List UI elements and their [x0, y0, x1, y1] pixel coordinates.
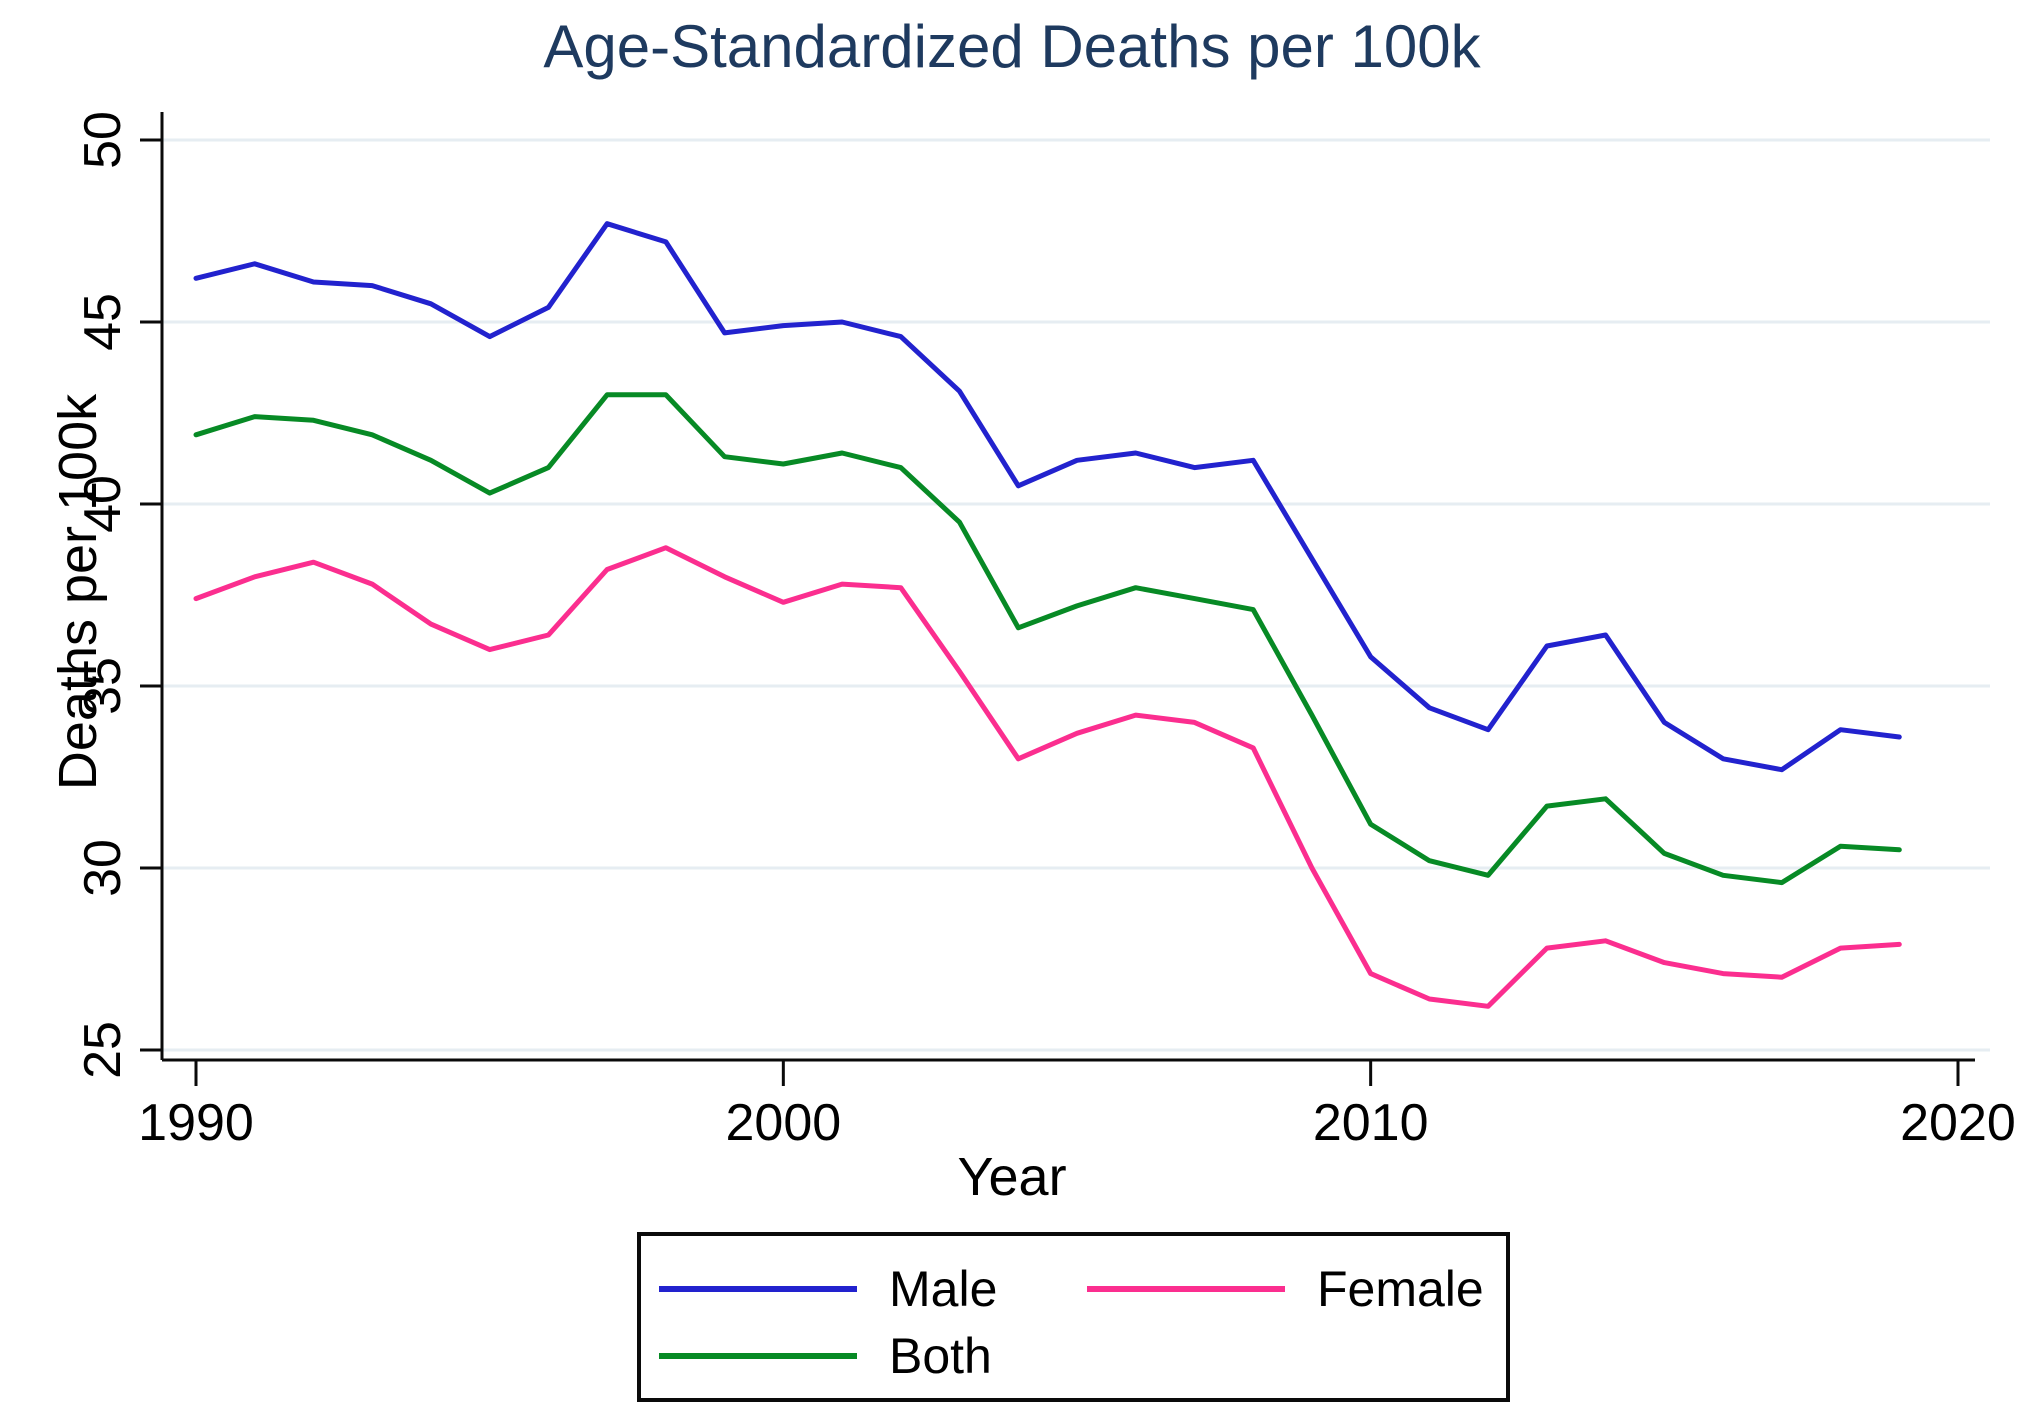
x-axis-label: Year	[957, 1147, 1067, 1207]
legend-label-female: Female	[1317, 1261, 1484, 1317]
series-line-male	[193, 221, 1902, 773]
both-line-swatch	[659, 1353, 857, 1359]
female-line-swatch	[1087, 1286, 1285, 1292]
y-tick-label-45: 45	[74, 293, 132, 351]
male-line-swatch	[659, 1286, 857, 1292]
legend: Male Female Both	[637, 1232, 1510, 1402]
y-tick-label-30: 30	[74, 839, 132, 897]
series-line-both	[193, 392, 1902, 886]
x-tick-label-2020: 2020	[1900, 1094, 2016, 1152]
legend-item-female: Female	[1087, 1263, 1484, 1315]
y-tick-label-50: 50	[74, 111, 132, 169]
legend-label-both: Both	[889, 1328, 992, 1384]
y-tick-label-40: 40	[74, 475, 132, 533]
x-tick-label-2000: 2000	[725, 1094, 841, 1152]
legend-label-male: Male	[889, 1261, 998, 1317]
chart-title: Age-Standardized Deaths per 100k	[543, 13, 1481, 80]
y-tick-label-25: 25	[74, 1021, 132, 1079]
legend-item-male: Male	[659, 1263, 997, 1315]
series-line-female	[193, 545, 1902, 1009]
y-axis-label: Deaths per 100k	[48, 393, 108, 791]
x-tick-label-2010: 2010	[1313, 1094, 1429, 1152]
legend-item-both: Both	[659, 1330, 992, 1382]
y-tick-label-35: 35	[74, 657, 132, 715]
x-tick-label-1990: 1990	[138, 1094, 254, 1152]
